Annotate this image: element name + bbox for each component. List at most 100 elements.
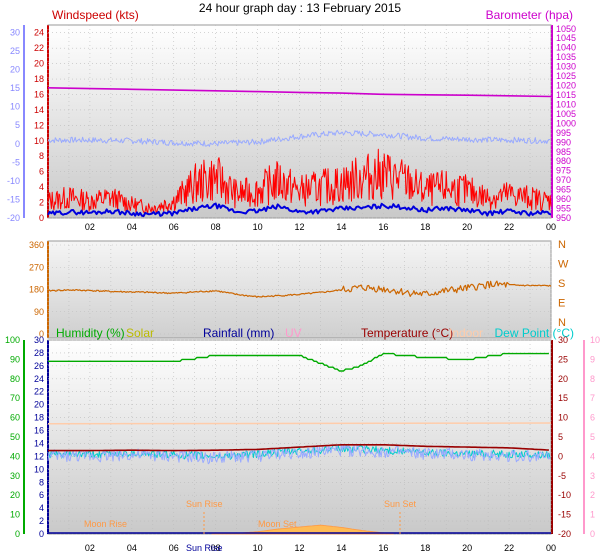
direction-tick: 360 <box>29 240 44 250</box>
wind-tick-labels: 242220181614121086420302520151050-5-10-1… <box>7 24 576 223</box>
x-tick-label: 18 <box>420 222 430 232</box>
wind-tick: 18 <box>34 74 44 84</box>
humidity-tick: 90 <box>10 354 20 364</box>
direction-gridlines <box>47 241 552 338</box>
rain-tick: 20 <box>34 400 44 410</box>
uv-tick: 7 <box>590 393 595 403</box>
indoor-line <box>47 422 552 425</box>
baro-tick: 1005 <box>556 109 576 119</box>
humidity-tick: 100 <box>5 335 20 345</box>
label-indoor: Indoor <box>449 326 483 340</box>
humidity-tick: 20 <box>10 490 20 500</box>
baro-tick: 1035 <box>556 52 576 62</box>
rain-tick: 16 <box>34 426 44 436</box>
direction-tick: 0 <box>39 329 44 339</box>
humidity-tick: 0 <box>15 529 20 539</box>
uv-tick: 0 <box>590 529 595 539</box>
baro-tick: 985 <box>556 147 571 157</box>
compass-label: N <box>558 239 566 251</box>
compass-label: E <box>558 298 565 310</box>
rain-tick: 26 <box>34 361 44 371</box>
baro-tick: 965 <box>556 185 571 195</box>
baro-tick: 975 <box>556 166 571 176</box>
x-tick-label: 20 <box>462 543 472 553</box>
humidity-tick: 30 <box>10 471 20 481</box>
rain-tick: 24 <box>34 374 44 384</box>
baro-tick: 980 <box>556 156 571 166</box>
temp-tick: 5 <box>558 432 563 442</box>
humidity-tick: 80 <box>10 374 20 384</box>
baro-tick: 1040 <box>556 43 576 53</box>
baro-tick: 960 <box>556 194 571 204</box>
x-tick-label: 08 <box>211 222 221 232</box>
direction-tick: 180 <box>29 285 44 295</box>
x-tick-label: 02 <box>85 543 95 553</box>
uv-tick: 8 <box>590 374 595 384</box>
label-solar: Solar <box>126 326 154 340</box>
rain-tick: 14 <box>34 438 44 448</box>
compass-label: S <box>558 278 565 290</box>
baro-tick: 990 <box>556 137 571 147</box>
wind-tick: 20 <box>34 59 44 69</box>
x-tick-label: 12 <box>294 543 304 553</box>
rain-tick: 10 <box>34 464 44 474</box>
moon-set-label: Moon Set <box>258 519 297 529</box>
wind-tick: 10 <box>34 136 44 146</box>
temp-tick: -20 <box>558 529 571 539</box>
x-tick-label: 06 <box>169 222 179 232</box>
temp-tick: 15 <box>558 393 568 403</box>
sun-set-label: Sun Set <box>384 499 417 509</box>
uv-tick: 1 <box>590 510 595 520</box>
x-tick-label: 14 <box>336 543 346 553</box>
wind-tick: 2 <box>39 198 44 208</box>
x-tick-label: 22 <box>504 543 514 553</box>
rain-tick: 28 <box>34 348 44 358</box>
temp-x-ticks: 02 04 06 08 10 12 14 16 18 20 22 00 <box>85 543 556 553</box>
temp-tick: -5 <box>558 471 566 481</box>
compass-label: W <box>558 259 569 271</box>
chart-title: 24 hour graph day : 13 February 2015 <box>199 1 401 15</box>
temp-gridlines <box>47 339 552 535</box>
baro-tick: 1000 <box>556 118 576 128</box>
humidity-tick: 70 <box>10 393 20 403</box>
temp-tick: 25 <box>558 354 568 364</box>
x-tick-label: 04 <box>127 543 137 553</box>
wind-series <box>47 87 552 218</box>
x-tick-label: 08 <box>211 543 221 553</box>
wind-gust-line <box>47 148 552 214</box>
label-uv: UV <box>285 326 302 340</box>
x-tick-label: 18 <box>420 543 430 553</box>
trace-line <box>47 129 551 147</box>
x-tick-label: 14 <box>336 222 346 232</box>
direction-series <box>47 280 552 298</box>
sun-rise-axis-label: Sun Rise <box>186 543 223 553</box>
outer-tick: 5 <box>15 120 20 130</box>
x-tick-label: 22 <box>504 222 514 232</box>
outer-tick: 30 <box>10 27 20 37</box>
outer-tick: -5 <box>12 157 20 167</box>
humidity-tick: 40 <box>10 451 20 461</box>
temp-tick: -10 <box>558 490 571 500</box>
baro-tick: 1020 <box>556 81 576 91</box>
label-humidity: Humidity (%) <box>56 326 125 340</box>
outer-tick: -20 <box>7 213 20 223</box>
x-tick-label: 02 <box>85 222 95 232</box>
baro-tick: 1010 <box>556 99 576 109</box>
outer-tick: 15 <box>10 83 20 93</box>
baro-tick: 955 <box>556 204 571 214</box>
wind-axis-label: Windspeed (kts) <box>52 8 139 22</box>
humidity-tick: 60 <box>10 413 20 423</box>
wind-tick: 6 <box>39 167 44 177</box>
wind-chill-line <box>47 443 551 465</box>
temperature-line <box>48 443 549 452</box>
temp-tick: -15 <box>558 510 571 520</box>
temp-series <box>47 352 552 535</box>
uv-tick: 2 <box>590 490 595 500</box>
x-tick-label: 20 <box>462 222 472 232</box>
temp-tick: 10 <box>558 413 568 423</box>
outer-tick: 20 <box>10 65 20 75</box>
compass-label: N <box>558 317 566 329</box>
x-tick-label: 06 <box>169 543 179 553</box>
